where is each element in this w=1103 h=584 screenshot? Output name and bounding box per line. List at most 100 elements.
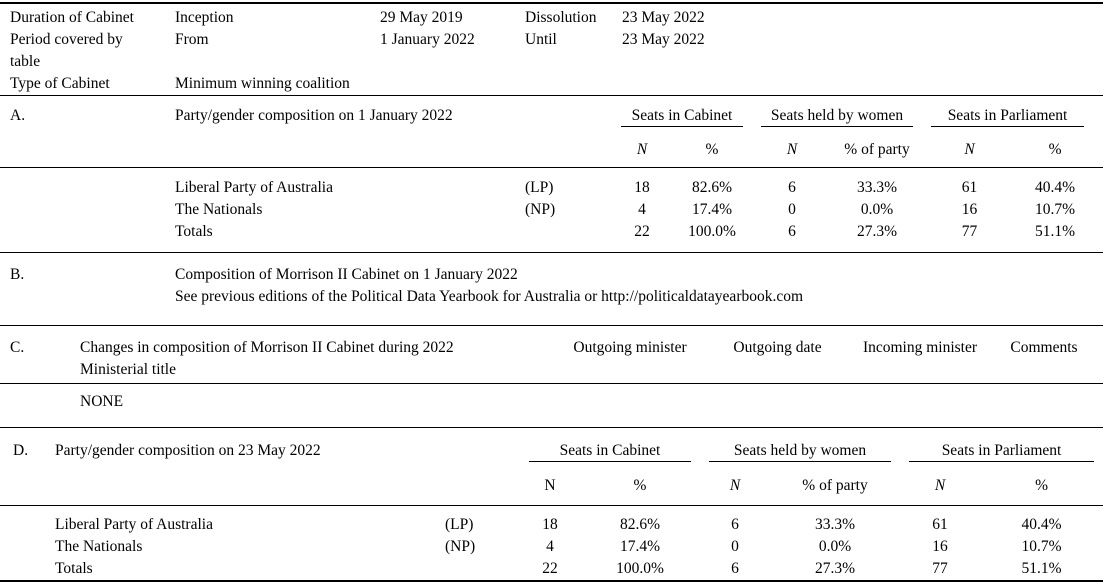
- col-header-incoming-minister: Incoming minister: [862, 339, 978, 356]
- party-name: The Nationals: [55, 538, 143, 555]
- section-c: C. Changes in composition of Morrison II…: [10, 325, 1093, 413]
- dissolution-label: Dissolution: [525, 9, 597, 26]
- spacer-cell: [0, 558, 55, 580]
- section-letter: B.: [10, 266, 25, 283]
- table-row: The Nationals (NP) 4 17.4% 0 0.0% 16 10.…: [10, 199, 1093, 221]
- col-header-outgoing-date: Outgoing date: [733, 339, 822, 356]
- section-b: B. Composition of Morrison II Cabinet on…: [10, 252, 1093, 308]
- group-header-label: Seats held by women: [709, 440, 892, 462]
- composition-table-a: A. Party/gender composition on 1 January…: [10, 95, 1093, 243]
- section-title: Party/gender composition on 1 January 20…: [175, 107, 453, 124]
- women-n: 6: [731, 560, 739, 577]
- col-header-pct: %: [633, 477, 647, 494]
- women-pct: 27.3%: [856, 223, 898, 240]
- totals-label: Totals: [175, 223, 213, 240]
- col-header-pct: %: [1035, 477, 1048, 494]
- parliament-pct: 40.4%: [1021, 516, 1062, 533]
- seats-cabinet-n: 18: [542, 516, 558, 533]
- none-row: NONE: [80, 393, 124, 410]
- table-row: Totals 22 100.0% 6 27.3% 77 51.1%: [10, 221, 1093, 243]
- spacer-cell: [445, 465, 520, 505]
- seats-cabinet-n: 22: [542, 560, 558, 577]
- women-pct: 27.3%: [814, 560, 856, 577]
- parliament-pct: 51.1%: [1035, 223, 1076, 240]
- changes-table-c: C. Changes in composition of Morrison II…: [10, 325, 1093, 383]
- section-letter: D.: [13, 442, 29, 459]
- party-abbr: (NP): [525, 201, 556, 218]
- cabinet-info-table: Duration of Cabinet Inception 29 May 201…: [10, 7, 1093, 95]
- women-pct: 33.3%: [856, 179, 898, 196]
- parliament-n: 77: [932, 560, 948, 577]
- group-header-label: Seats in Cabinet: [621, 105, 743, 127]
- parliament-n: 16: [932, 538, 948, 555]
- col-header-n: N: [729, 477, 741, 494]
- spacer-cell: [175, 127, 525, 167]
- spacer-cell: [10, 221, 175, 243]
- group-header-seats-cabinet: Seats in Cabinet: [612, 95, 752, 127]
- parliament-pct: 10.7%: [1021, 538, 1062, 555]
- cabinet-type-label: Type of Cabinet: [10, 75, 110, 92]
- parliament-n: 61: [932, 516, 948, 533]
- table-row: Liberal Party of Australia (LP) 18 82.6%…: [10, 167, 1093, 199]
- group-header-label: Seats in Cabinet: [529, 440, 691, 462]
- seats-cabinet-n: 18: [634, 179, 650, 196]
- parliament-n: 77: [961, 223, 978, 240]
- table-row: Duration of Cabinet Inception 29 May 201…: [10, 7, 1093, 29]
- spacer-cell: [10, 167, 175, 199]
- until-label: Until: [525, 31, 557, 48]
- horizontal-rule-bottom: [0, 580, 1103, 582]
- seats-cabinet-n: 4: [546, 538, 554, 555]
- from-date: 1 January 2022: [380, 31, 475, 48]
- horizontal-rule: [0, 427, 1103, 428]
- section-b-text: Composition of Morrison II Cabinet on 1 …: [175, 264, 803, 308]
- seats-cabinet-pct: 17.4%: [691, 201, 733, 218]
- parliament-pct: 40.4%: [1035, 179, 1076, 196]
- seats-cabinet-pct: 100.0%: [616, 560, 664, 577]
- seats-cabinet-n: 4: [638, 201, 646, 218]
- col-header-n: N: [786, 141, 798, 158]
- group-header-seats-women: Seats held by women: [700, 427, 900, 465]
- women-n: 6: [788, 223, 796, 240]
- women-n: 0: [731, 538, 739, 555]
- section-subtitle: Ministerial title: [80, 361, 176, 378]
- horizontal-rule: [0, 505, 1103, 506]
- spacer-cell: [55, 465, 445, 505]
- inception-label: Inception: [175, 9, 234, 26]
- section-note: See previous editions of the Political D…: [175, 288, 804, 305]
- seats-cabinet-n: 22: [634, 223, 650, 240]
- col-header-pct-of-party: % of party: [844, 141, 910, 158]
- col-header-pct-of-party: % of party: [802, 477, 868, 494]
- col-header-outgoing-minister: Outgoing minister: [573, 339, 687, 356]
- party-name: Liberal Party of Australia: [55, 516, 213, 533]
- table-row: A. Party/gender composition on 1 January…: [10, 95, 1093, 127]
- group-header-seats-cabinet: Seats in Cabinet: [520, 427, 700, 465]
- party-abbr: [445, 558, 520, 580]
- women-n: 6: [731, 516, 739, 533]
- group-header-label: Seats held by women: [761, 105, 914, 127]
- section-title: Changes in composition of Morrison II Ca…: [80, 339, 454, 356]
- spacer-cell: [525, 95, 612, 127]
- table-row: Type of Cabinet Minimum winning coalitio…: [10, 73, 1093, 95]
- section-d: D. Party/gender composition on 23 May 20…: [0, 427, 1103, 580]
- group-header-seats-women: Seats held by women: [752, 95, 922, 127]
- section-a: A. Party/gender composition on 1 January…: [10, 95, 1093, 243]
- table-row: Totals 22 100.0% 6 27.3% 77 51.1%: [0, 558, 1103, 580]
- party-abbr: (LP): [525, 179, 554, 196]
- spacer-cell: [445, 427, 520, 465]
- group-header-label: Seats in Parliament: [909, 440, 1095, 462]
- group-header-seats-parliament: Seats in Parliament: [900, 427, 1103, 465]
- col-header-pct: %: [705, 141, 719, 158]
- from-label: From: [175, 31, 209, 48]
- horizontal-rule-top: [0, 2, 1103, 4]
- group-header-label: Seats in Parliament: [931, 105, 1085, 127]
- col-header-comments: Comments: [1010, 339, 1078, 356]
- party-abbr: (LP): [445, 516, 474, 533]
- women-pct: 0.0%: [818, 538, 852, 555]
- women-pct: 0.0%: [860, 201, 894, 218]
- inception-date: 29 May 2019: [380, 9, 463, 26]
- table-row: N % N % of party N %: [0, 465, 1103, 505]
- women-n: 6: [788, 179, 796, 196]
- seats-cabinet-pct: 17.4%: [619, 538, 661, 555]
- group-header-seats-parliament: Seats in Parliament: [922, 95, 1093, 127]
- cabinet-type-value: Minimum winning coalition: [175, 75, 350, 92]
